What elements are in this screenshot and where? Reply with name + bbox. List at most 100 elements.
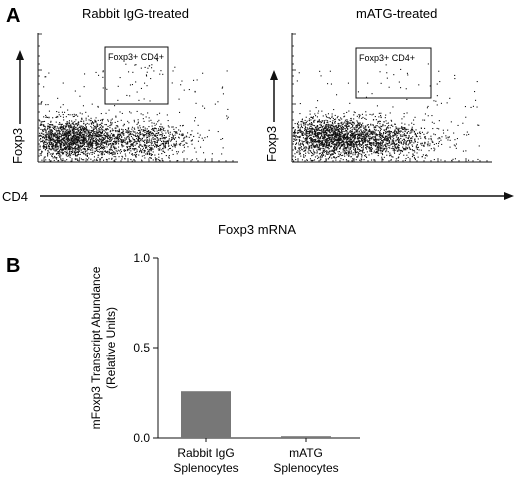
event-dot — [346, 127, 348, 129]
event-dot — [164, 146, 166, 148]
event-dot — [160, 134, 162, 136]
event-dot — [59, 133, 61, 135]
event-dot — [168, 139, 170, 141]
event-dot — [308, 145, 310, 147]
event-dot — [159, 159, 161, 161]
event-dot — [352, 122, 354, 124]
event-dot — [113, 146, 115, 148]
event-dot — [129, 148, 131, 150]
event-dot — [331, 116, 333, 118]
event-dot — [382, 136, 384, 138]
event-dot — [163, 145, 165, 147]
event-dot — [43, 125, 45, 127]
event-dot — [402, 128, 404, 130]
event-dot — [104, 138, 106, 140]
event-dot — [51, 139, 53, 141]
event-dot — [95, 71, 97, 73]
event-dot — [318, 137, 320, 139]
event-dot — [356, 129, 358, 131]
event-dot — [367, 146, 369, 148]
event-dot — [319, 148, 321, 150]
event-dot — [323, 137, 325, 139]
event-dot — [380, 137, 382, 139]
event-dot — [91, 136, 93, 138]
event-dot — [440, 139, 442, 141]
event-dot — [92, 138, 94, 140]
event-dot — [44, 141, 46, 143]
event-dot — [363, 126, 365, 128]
event-dot — [67, 137, 69, 139]
event-dot — [80, 139, 82, 141]
event-dot — [349, 141, 351, 143]
event-dot — [114, 142, 116, 144]
event-dot — [309, 134, 311, 136]
event-dot — [371, 142, 373, 144]
event-dot — [360, 133, 362, 135]
event-dot — [107, 128, 109, 130]
event-dot — [202, 139, 204, 141]
event-dot — [342, 154, 344, 156]
event-dot — [305, 142, 307, 144]
event-dot — [113, 151, 115, 153]
event-dot — [58, 123, 60, 125]
event-dot — [110, 147, 112, 149]
event-dot — [339, 137, 341, 139]
event-dot — [330, 132, 332, 134]
event-dot — [350, 147, 352, 149]
event-dot — [102, 153, 104, 155]
event-dot — [94, 141, 96, 143]
event-dot — [71, 132, 73, 134]
event-dot — [101, 132, 103, 134]
event-dot — [131, 143, 133, 145]
event-dot — [150, 131, 152, 133]
event-dot — [77, 122, 79, 124]
event-dot — [135, 64, 137, 66]
event-dot — [135, 132, 137, 134]
event-dot — [78, 129, 80, 131]
event-dot — [369, 142, 371, 144]
event-dot — [154, 127, 156, 129]
event-dot — [144, 142, 146, 144]
event-dot — [116, 151, 118, 153]
event-dot — [179, 125, 181, 127]
event-dot — [63, 143, 65, 145]
event-dot — [91, 103, 93, 105]
event-dot — [47, 134, 49, 136]
event-dot — [305, 130, 307, 132]
event-dot — [345, 133, 347, 135]
event-dot — [55, 142, 57, 144]
event-dot — [379, 127, 381, 129]
event-dot — [47, 143, 49, 145]
event-dot — [301, 121, 303, 123]
event-dot — [409, 142, 411, 144]
event-dot — [309, 128, 311, 130]
event-dot — [380, 152, 382, 154]
event-dot — [64, 140, 66, 142]
event-dot — [95, 139, 97, 141]
event-dot — [372, 138, 374, 140]
event-dot — [67, 131, 69, 133]
event-dot — [51, 146, 53, 148]
event-dot — [302, 134, 304, 136]
event-dot — [335, 144, 337, 146]
event-dot — [58, 127, 60, 129]
event-dot — [56, 140, 58, 142]
event-dot — [104, 150, 106, 152]
event-dot — [339, 125, 341, 127]
event-dot — [56, 139, 58, 141]
event-dot — [335, 143, 337, 145]
event-dot — [308, 118, 310, 120]
event-dot — [54, 132, 56, 134]
event-dot — [62, 137, 64, 139]
event-dot — [82, 159, 84, 161]
event-dot — [166, 142, 168, 144]
event-dot — [333, 132, 335, 134]
event-dot — [102, 152, 104, 154]
event-dot — [85, 139, 87, 141]
event-dot — [366, 129, 368, 131]
event-dot — [322, 115, 324, 117]
event-dot — [322, 145, 324, 147]
event-dot — [97, 143, 99, 145]
event-dot — [84, 136, 86, 138]
event-dot — [360, 134, 362, 136]
